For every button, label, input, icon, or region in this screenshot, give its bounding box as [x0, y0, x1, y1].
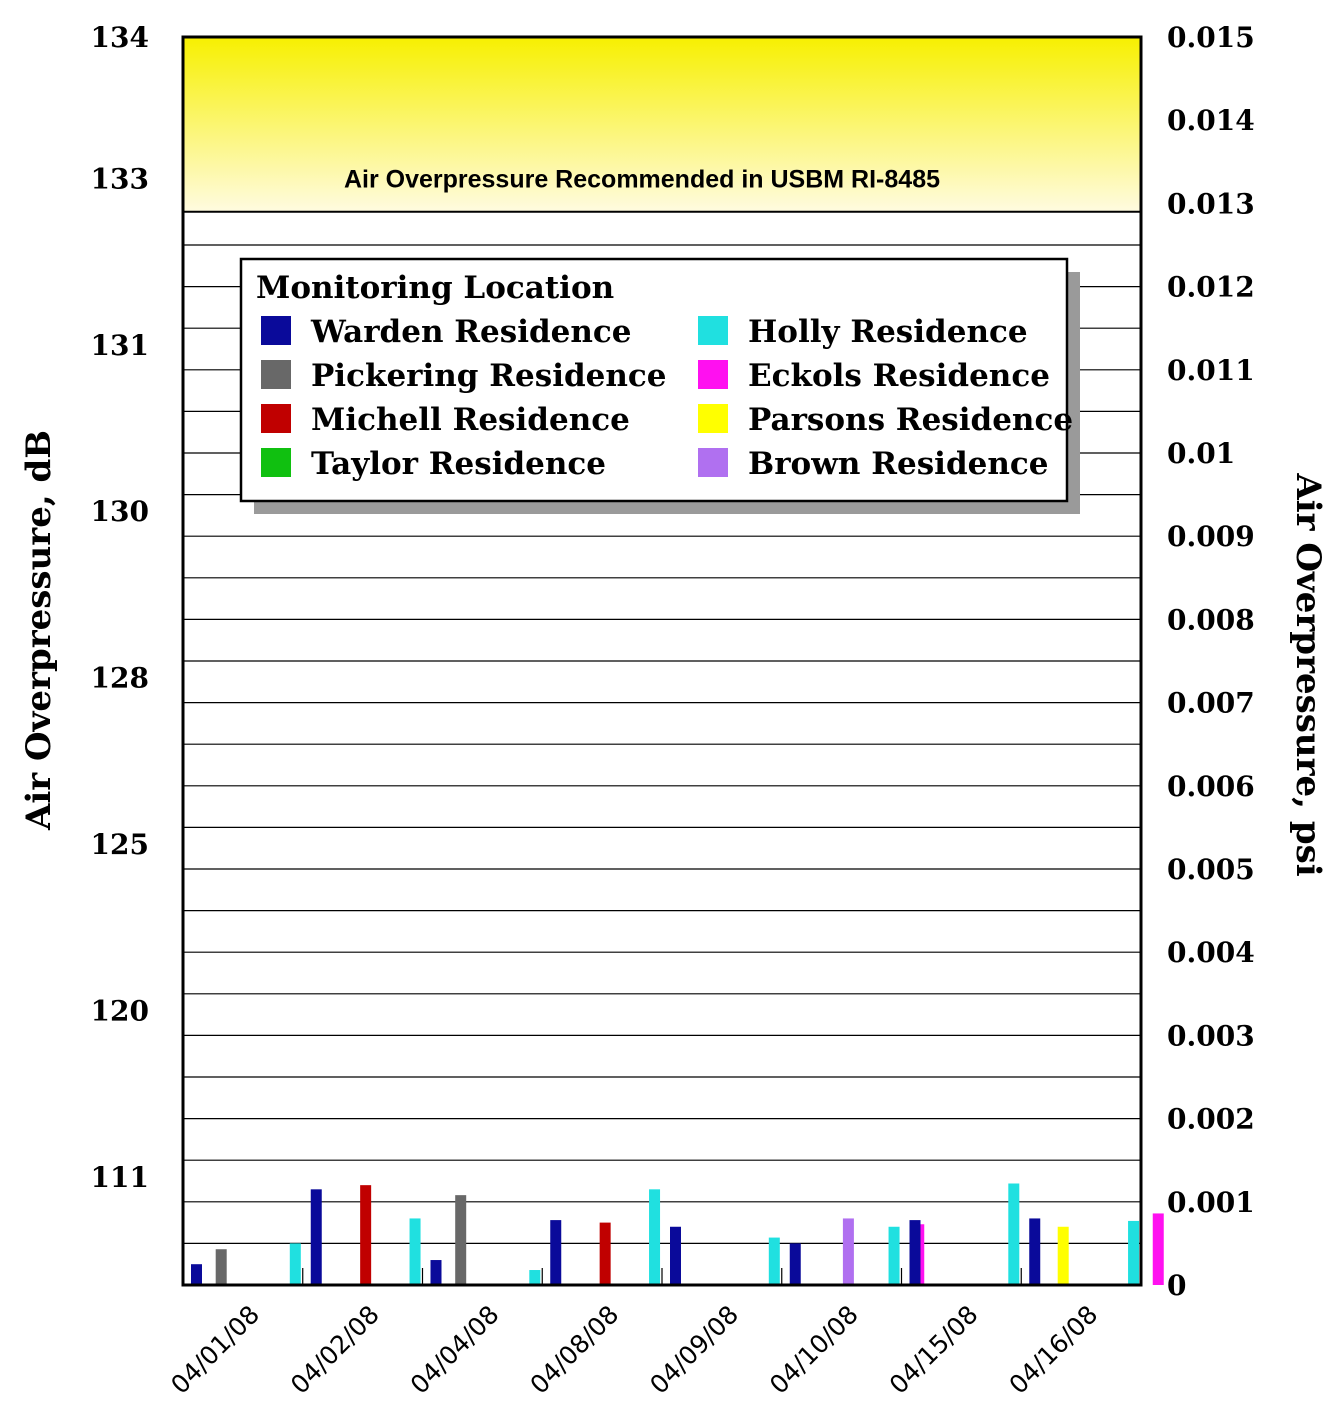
bar-warden-residence	[789, 1243, 801, 1285]
x-tick-label: 04/15/08	[884, 1300, 984, 1400]
left-tick-label: 125	[91, 828, 149, 861]
bar-holly-residence	[409, 1218, 421, 1285]
x-tick-marks	[302, 1268, 1022, 1285]
right-tick-label: 0.012	[1167, 271, 1255, 304]
bar-warden-residence	[550, 1220, 562, 1285]
left-tick-label: 128	[91, 662, 149, 695]
left-tick-label: 130	[91, 495, 149, 528]
bar-holly-residence	[1128, 1220, 1140, 1285]
legend-swatch	[698, 316, 728, 345]
legend-swatch	[698, 404, 728, 433]
x-tick-label: 04/16/08	[1003, 1300, 1103, 1400]
legend-label: Holly Residence	[748, 314, 1028, 350]
bar-michell-residence	[360, 1185, 372, 1285]
legend-label: Brown Residence	[748, 446, 1048, 482]
x-tick-label: 04/10/08	[764, 1300, 864, 1400]
threshold-zone-fill	[183, 37, 1141, 212]
legend-label: Eckols Residence	[748, 358, 1050, 394]
right-tick-label: 0.011	[1167, 354, 1255, 387]
legend-label: Pickering Residence	[311, 358, 667, 394]
left-axis-ticks: 134 133 131 130 128 125 120 111	[91, 21, 149, 1194]
bar-holly-residence	[768, 1237, 780, 1285]
right-tick-label: 0	[1167, 1269, 1186, 1302]
right-tick-label: 0.01	[1167, 437, 1235, 470]
bar-holly-residence	[529, 1270, 541, 1285]
left-tick-label: 131	[91, 329, 149, 362]
legend-box	[239, 257, 1069, 503]
legend-label: Michell Residence	[311, 402, 630, 438]
threshold-label: Air Overpressure Recommended in USBM RI-…	[344, 165, 940, 193]
legend-swatch	[698, 360, 728, 389]
right-tick-label: 0.013	[1167, 187, 1255, 220]
legend-swatch	[261, 360, 291, 389]
legend: Monitoring Location Warden Residence Pick…	[239, 257, 1080, 514]
legend-label: Warden Residence	[310, 314, 632, 350]
gridlines	[183, 77, 1141, 1245]
x-tick-label: 04/01/08	[165, 1300, 265, 1400]
left-tick-label: 120	[91, 994, 149, 1027]
bar-warden-residence	[430, 1260, 442, 1285]
x-tick-label: 04/02/08	[285, 1300, 385, 1400]
left-tick-label: 111	[91, 1161, 149, 1194]
legend-items: Warden Residence Pickering Residence Miche…	[261, 314, 1073, 482]
bar-eckols-residence	[1152, 1213, 1164, 1285]
legend-swatch	[261, 316, 291, 345]
right-tick-label: 0.007	[1167, 687, 1255, 720]
right-axis-title: Air Overpressure, psi	[1288, 472, 1328, 876]
right-tick-label: 0.009	[1167, 520, 1255, 553]
legend-label: Taylor Residence	[311, 446, 606, 482]
left-tick-label: 133	[91, 162, 149, 195]
bar-brown-residence	[842, 1218, 854, 1285]
right-axis-ticks: 0 0.001 0.002 0.003 0.004 0.005 0.006 0.007 0.00…	[1167, 21, 1255, 1302]
legend-swatch	[261, 404, 291, 433]
right-tick-label: 0.002	[1167, 1103, 1255, 1136]
legend-label: Parsons Residence	[748, 402, 1073, 438]
right-tick-label: 0.006	[1167, 770, 1255, 803]
x-axis-labels: 04/01/08 04/02/08 04/04/08 04/08/08 04/09/08…	[165, 1300, 1103, 1400]
bar-pickering-residence	[215, 1249, 227, 1285]
right-tick-label: 0.014	[1167, 104, 1255, 137]
bar-warden-residence	[191, 1264, 202, 1285]
legend-swatch	[698, 448, 728, 477]
right-tick-label: 0.008	[1167, 603, 1255, 636]
bar-holly-residence	[888, 1226, 900, 1285]
bar-michell-residence	[599, 1222, 611, 1285]
x-tick-label: 04/09/08	[644, 1300, 744, 1400]
left-axis-title: Air Overpressure, dB	[19, 430, 59, 831]
legend-swatch	[261, 448, 291, 477]
legend-title: Monitoring Location	[256, 270, 614, 306]
plot-frame	[181, 35, 1143, 1287]
x-tick-label: 04/08/08	[524, 1300, 624, 1400]
bar-pickering-residence	[455, 1195, 467, 1285]
bar-warden-residence	[1029, 1218, 1041, 1285]
left-tick-label: 134	[91, 21, 149, 54]
bar-warden-residence	[909, 1220, 921, 1285]
right-tick-label: 0.003	[1167, 1019, 1255, 1052]
bar-holly-residence	[289, 1243, 301, 1285]
bar-holly-residence	[649, 1189, 661, 1285]
right-tick-label: 0.004	[1167, 936, 1255, 969]
bar-warden-residence	[310, 1189, 322, 1285]
right-tick-label: 0.015	[1167, 21, 1255, 54]
bar-holly-residence	[1008, 1183, 1020, 1285]
bar-warden-residence	[670, 1226, 681, 1285]
bar-parsons-residence	[1057, 1226, 1069, 1285]
right-tick-label: 0.005	[1167, 853, 1255, 886]
right-tick-label: 0.001	[1167, 1186, 1255, 1219]
x-tick-label: 04/04/08	[405, 1300, 505, 1400]
bars	[191, 1183, 1164, 1285]
threshold-zone: Air Overpressure Recommended in USBM RI-…	[183, 37, 1141, 213]
